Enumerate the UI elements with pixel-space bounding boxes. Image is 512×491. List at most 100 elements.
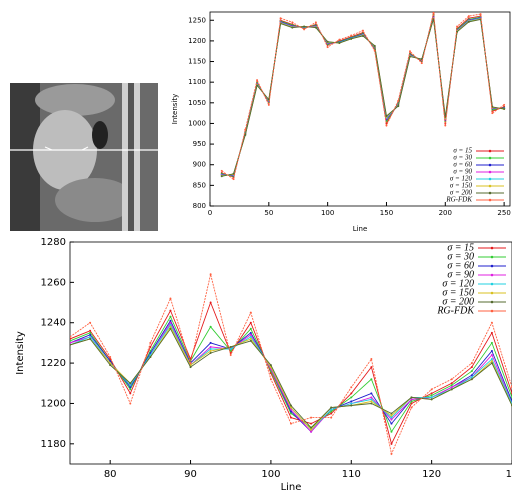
point (310, 426, 313, 429)
x-tick-label: 150 (380, 209, 393, 217)
x-tick-label: 250 (497, 209, 510, 217)
point (373, 49, 376, 52)
x-tick-label: 90 (184, 469, 197, 480)
y-tick-label: 900 (193, 161, 206, 169)
x-tick-label: 100 (321, 209, 334, 217)
legend-marker (488, 184, 492, 188)
point (290, 408, 292, 411)
point (303, 25, 306, 28)
y-tick-label: 1200 (41, 398, 66, 409)
x-tick-label: 120 (422, 469, 441, 480)
point (470, 376, 473, 379)
point (390, 430, 393, 433)
point (169, 309, 172, 312)
legend-label: RG-FDK (436, 305, 475, 316)
point (430, 392, 433, 395)
legend-label: σ = 200 (450, 189, 473, 197)
point (390, 422, 393, 425)
point (267, 103, 270, 106)
legend-marker (490, 309, 494, 313)
point (269, 364, 272, 367)
point (303, 28, 306, 31)
y-axis-label: Intensity (171, 94, 179, 124)
point (209, 301, 212, 304)
point (249, 321, 252, 324)
y-tick-label: 1240 (41, 318, 66, 329)
point (326, 40, 329, 43)
legend-marker (490, 255, 494, 259)
point (470, 374, 473, 377)
point (249, 331, 252, 334)
x-tick-label: 0 (208, 209, 212, 217)
point (310, 430, 313, 433)
x-tick-label: 80 (104, 469, 117, 480)
point (370, 400, 373, 403)
point (109, 356, 112, 359)
point (361, 29, 364, 32)
legend-label: σ = 90 (453, 168, 472, 176)
legend-label: σ = 60 (447, 260, 474, 271)
point (470, 366, 473, 369)
point (373, 44, 376, 47)
point (430, 388, 433, 391)
y-tick-label: 1000 (188, 119, 206, 127)
legend-marker (490, 291, 494, 295)
y-tick-label: 1200 (188, 37, 206, 45)
point (338, 38, 341, 41)
legend-label: σ = 15 (447, 242, 474, 253)
point (350, 404, 353, 407)
point (209, 352, 212, 354)
point (397, 99, 400, 102)
point (390, 452, 393, 455)
point (326, 46, 329, 49)
point (70, 343, 71, 346)
point (244, 134, 247, 137)
point (370, 396, 373, 399)
legend-label: σ = 90 (447, 269, 474, 280)
point (279, 17, 282, 20)
point (390, 412, 393, 415)
legend-label: σ = 150 (450, 182, 473, 190)
point (244, 128, 247, 131)
point (310, 428, 313, 431)
point (149, 356, 152, 359)
point (109, 358, 112, 361)
point (467, 15, 470, 18)
point (410, 400, 413, 403)
point (490, 354, 493, 357)
plot-frame (69, 241, 512, 465)
plot-frame (209, 11, 511, 207)
point (330, 406, 333, 409)
legend-marker (488, 156, 492, 160)
point (290, 406, 292, 409)
point (129, 392, 132, 395)
point (269, 378, 272, 381)
point (385, 124, 388, 127)
y-tick-label: 1220 (41, 358, 66, 369)
point (430, 394, 433, 397)
point (370, 398, 373, 401)
y-tick-label: 1050 (188, 99, 206, 107)
legend-marker (488, 191, 492, 195)
x-tick-label: 110 (342, 469, 361, 480)
point (109, 364, 112, 367)
point (291, 26, 294, 29)
point (467, 20, 470, 23)
point (129, 386, 132, 389)
point (89, 331, 92, 334)
point (209, 345, 212, 348)
point (490, 331, 493, 334)
point (209, 347, 212, 350)
point (89, 333, 92, 336)
legend-label: σ = 150 (442, 287, 474, 298)
y-tick-label: 850 (193, 181, 206, 189)
point (420, 62, 423, 65)
point (290, 410, 292, 413)
point (450, 378, 453, 381)
point (450, 384, 453, 387)
y-tick-label: 1280 (41, 237, 66, 248)
point (350, 386, 353, 389)
point (350, 402, 353, 405)
point (149, 341, 152, 344)
